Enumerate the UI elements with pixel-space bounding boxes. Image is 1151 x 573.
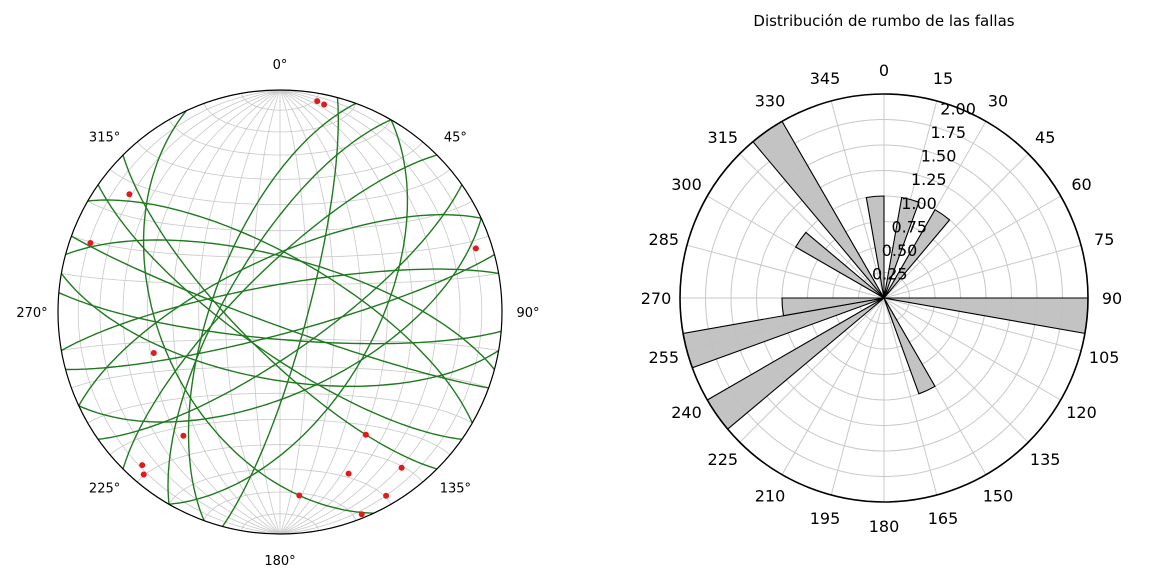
rose-title: Distribución de rumbo de las fallas: [753, 12, 1014, 30]
stereonet-direction-label: 270°: [16, 306, 47, 321]
rose-radial-label: 1.50: [921, 147, 957, 166]
rose-diagram-chart: Distribución de rumbo de las fallas 0.25…: [641, 12, 1122, 536]
rose-angle-label: 15: [933, 69, 953, 88]
rose-angle-label: 105: [1089, 348, 1120, 367]
rose-angle-label: 255: [649, 348, 680, 367]
fault-plane-great-circle: [189, 103, 356, 520]
pole-point: [346, 471, 352, 477]
rose-angle-label: 45: [1035, 128, 1055, 147]
rose-bar: [753, 121, 884, 298]
rose-angle-label: 225: [708, 450, 739, 469]
rose-radial-label: 1.75: [930, 123, 966, 142]
rose-radial-label: 0.25: [872, 264, 908, 283]
rose-angle-label: 30: [988, 92, 1008, 111]
rose-angle-label: 285: [649, 230, 680, 249]
stereonet-direction-label: 180°: [264, 554, 295, 569]
pole-point: [126, 191, 132, 197]
stereonet-chart: 0° 45° 90° 135° 180° 225° 270° 315°: [16, 58, 539, 569]
pole-point: [141, 472, 147, 478]
pole-point: [399, 465, 405, 471]
stereonet-direction-label: 225°: [89, 481, 120, 496]
rose-angle-label: 150: [983, 487, 1014, 506]
stereonet-direction-label: 315°: [89, 131, 120, 146]
rose-angle-label: 330: [755, 92, 786, 111]
rose-angle-label: 240: [671, 403, 702, 422]
stereonet-direction-label: 0°: [273, 58, 288, 73]
stereonet-great-circle-grid: [253, 90, 280, 534]
stereonet-direction-label: 135°: [440, 481, 471, 496]
rose-angle-label: 120: [1066, 403, 1097, 422]
rose-angle-label: 180: [869, 517, 900, 536]
rose-angle-label: 165: [928, 509, 959, 528]
rose-angle-label: 60: [1071, 175, 1091, 194]
rose-radial-label: 1.25: [911, 170, 947, 189]
pole-point: [296, 493, 302, 499]
rose-radial-label: 0.50: [882, 241, 918, 260]
rose-angle-label: 0: [879, 61, 889, 80]
pole-point: [139, 462, 145, 468]
rose-angle-label: 75: [1094, 230, 1114, 249]
pole-point: [473, 245, 479, 251]
stereonet-direction-label: 45°: [444, 131, 467, 146]
pole-point: [87, 240, 93, 246]
pole-point: [151, 350, 157, 356]
rose-angle-label: 270: [641, 289, 672, 308]
rose-radial-labels: 0.25 0.50 0.75 1.00 1.25 1.50 1.75 2.00: [872, 100, 976, 284]
rose-angle-label: 300: [671, 175, 702, 194]
rose-angle-label: 210: [755, 487, 786, 506]
stereonet-direction-label: 90°: [516, 306, 539, 321]
stereonet-great-circle-grid: [280, 90, 307, 534]
rose-radial-label: 2.00: [940, 100, 976, 119]
rose-angle-label: 135: [1030, 450, 1061, 469]
fault-plane-great-circle: [169, 120, 407, 505]
pole-point: [359, 511, 365, 517]
pole-point: [314, 98, 320, 104]
rose-radial-label: 0.75: [891, 217, 927, 236]
rose-radial-label: 1.00: [901, 194, 937, 213]
pole-point: [180, 433, 186, 439]
fault-plane-great-circle: [144, 111, 374, 513]
pole-point: [321, 102, 327, 108]
stereonet-great-circle-grid: [123, 90, 280, 534]
pole-point: [363, 432, 369, 438]
rose-angle-label: 315: [708, 128, 739, 147]
rose-angle-label: 195: [810, 509, 841, 528]
pole-point: [383, 493, 389, 499]
rose-angle-label: 345: [810, 69, 841, 88]
rose-angle-label: 90: [1102, 289, 1122, 308]
